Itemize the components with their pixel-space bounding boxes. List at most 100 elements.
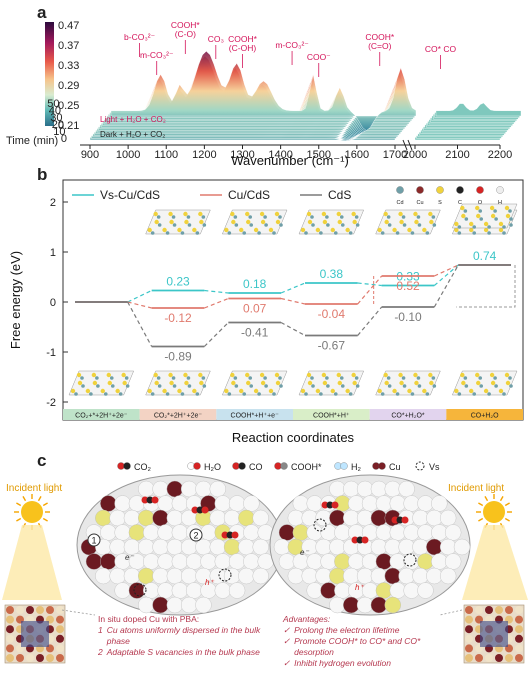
x-tick-label: 900 (81, 149, 99, 161)
step-label: COOH*+H⁺ (313, 413, 350, 420)
legend-item: CdS (300, 188, 351, 202)
energy-connector (433, 264, 459, 308)
crystal-structure (375, 370, 441, 396)
x-tick-label: 1300 (230, 149, 254, 161)
x-tick-label: 1400 (268, 149, 292, 161)
crystal-structure (68, 370, 135, 396)
co2-molecule (221, 531, 239, 539)
y-tick-label: -2 (46, 397, 56, 409)
charge-label: e⁻ (125, 553, 134, 562)
y-tick-label: 0 (50, 297, 56, 309)
co2-molecule (321, 501, 339, 509)
energy-value: 0.38 (320, 267, 344, 281)
step-band (293, 409, 370, 420)
svg-text:1: 1 (91, 536, 96, 546)
peak-annotation: m-CO₃²⁻ (275, 40, 309, 65)
energy-connector (357, 282, 382, 287)
advantage-1: Prolong the electron lifetime (294, 625, 400, 635)
energy-value: -0.10 (394, 310, 422, 324)
panel-b-frame (62, 179, 524, 421)
crystal-structure (145, 209, 211, 235)
step-band (446, 409, 523, 420)
x-tick-label: 2200 (488, 149, 512, 161)
colorbar-tick: 0.21 (58, 120, 79, 132)
scene-legend-item: H₂O (187, 462, 221, 472)
svg-text:CO₃: CO₃ (208, 34, 224, 44)
energy-connector (203, 322, 229, 347)
energy-connector (127, 289, 152, 303)
svg-text:(C-OH): (C-OH) (229, 43, 257, 53)
peak-annotation: CO₃ (208, 34, 224, 59)
atom-legend-dot (436, 186, 444, 194)
x-tick-label: 2000 (403, 149, 427, 161)
peak-annotation: COOH*(C=O) (365, 32, 395, 66)
atom-legend-label: S (438, 200, 442, 206)
step-band (216, 409, 293, 420)
crystal-structure (221, 209, 288, 235)
crystal-structure (451, 203, 518, 229)
energy-connector (434, 264, 459, 277)
scene-legend-item: Vs (415, 461, 440, 472)
colorbar (45, 22, 54, 126)
time-tick: 0 (61, 133, 67, 145)
vacancy-marker (218, 568, 232, 582)
vacancy-marker (133, 583, 147, 597)
colorbar-tick: 0.29 (58, 80, 79, 92)
x-tick-label: 2100 (445, 149, 469, 161)
atom-legend-label: H (498, 200, 502, 206)
energy-value: -0.12 (164, 311, 192, 325)
incident-light-left: Incident light (6, 483, 63, 494)
peak-annotation: COO⁻ (307, 52, 331, 77)
step-label: CO*+H₂O* (391, 413, 425, 420)
colorbar-tick: 0.47 (58, 20, 79, 32)
crystal-structure (145, 370, 211, 396)
x-tick-label: 1600 (345, 149, 369, 161)
insitu-box: In situ doped Cu with PBA: 1 Cu atoms uni… (98, 614, 270, 658)
energy-connector (204, 289, 229, 294)
advantage-3: Inhibit hydrogen evolution (294, 658, 391, 668)
atom-legend-dot (476, 186, 484, 194)
time-tick: 50 (47, 98, 59, 110)
dark-label: Dark + H₂O + CO₂ (100, 130, 165, 139)
colorbar-tick: 0.33 (58, 60, 79, 72)
energy-connector (433, 264, 459, 286)
charge-label: h⁺ (205, 578, 214, 587)
time-tick: 30 (50, 112, 62, 124)
legend-item: Vs-Cu/CdS (72, 188, 160, 202)
atom-legend-dot (496, 186, 504, 194)
energy-connector (204, 297, 229, 309)
svg-text:2: 2 (193, 531, 198, 541)
svg-text:Vs-Cu/CdS: Vs-Cu/CdS (100, 188, 160, 202)
atom-legend-label: Cd (396, 200, 403, 206)
y-tick-label: -1 (46, 347, 56, 359)
insitu-title: In situ doped Cu with PBA: (98, 614, 200, 624)
energy-connector (127, 301, 152, 309)
step-label: CO+H₂O (471, 413, 499, 420)
incident-light-right: Incident light (448, 483, 505, 494)
svg-text:COOH*: COOH* (365, 32, 395, 42)
atom-legend-label: Cu (416, 200, 423, 206)
catalyst-surface (269, 474, 471, 616)
barrier-arrow (456, 265, 516, 308)
sun-icon (14, 494, 50, 530)
energy-connector (280, 321, 306, 337)
svg-text:CdS: CdS (328, 188, 351, 202)
scene-legend-item: H₂ (334, 462, 361, 472)
x-tick-label: 1100 (154, 149, 178, 161)
svg-text:m-CO₃²⁻: m-CO₃²⁻ (275, 40, 309, 50)
y-tick-label: 1 (50, 247, 56, 259)
scene-legend-item: CO (232, 462, 263, 472)
svg-text:COO⁻: COO⁻ (307, 52, 331, 62)
panel-c-label: c (37, 451, 47, 470)
svg-text:CO* CO: CO* CO (425, 44, 457, 54)
step-marker (87, 533, 101, 547)
energy-value: 0.07 (243, 302, 267, 316)
crystal-structure (221, 370, 288, 396)
energy-value: -0.89 (164, 350, 192, 364)
insitu-num-2: 2 (98, 647, 103, 657)
svg-text:m-CO₃²⁻: m-CO₃²⁻ (140, 50, 174, 60)
svg-text:(C=O): (C=O) (368, 41, 392, 51)
atom-legend-dot (396, 186, 404, 194)
step-band (369, 409, 447, 420)
step-label: CO₂*+2H⁺+2e⁻ (154, 413, 203, 420)
